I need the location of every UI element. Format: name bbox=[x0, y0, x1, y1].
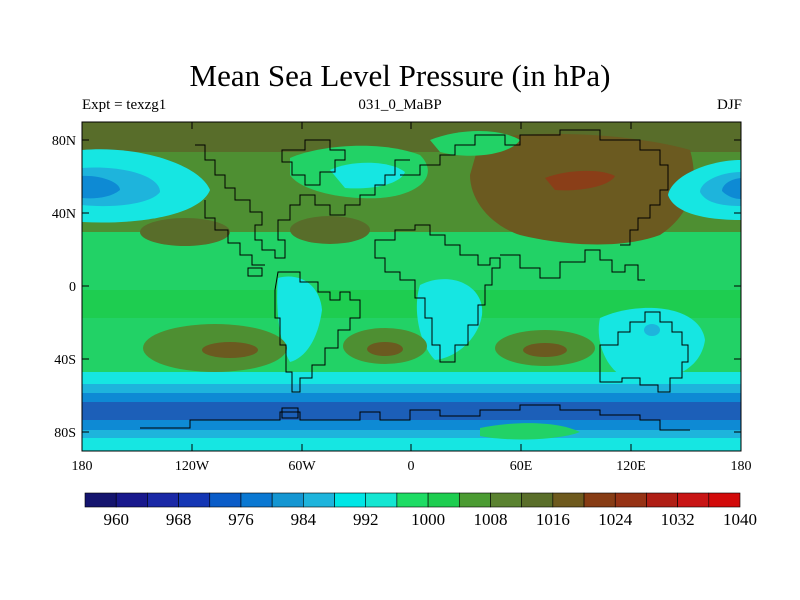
lon-label-0: 0 bbox=[408, 459, 415, 474]
europe-outline bbox=[400, 129, 669, 246]
lat-label-40s: 40S bbox=[54, 353, 76, 368]
colorbar-swatch bbox=[521, 492, 554, 508]
siberian-core bbox=[545, 170, 615, 191]
lon-label-60w: 60W bbox=[288, 459, 316, 474]
australia-low-core bbox=[644, 324, 660, 336]
colorbar-swatch bbox=[178, 492, 211, 508]
colorbar-swatch bbox=[115, 492, 148, 508]
colorbar-label: 1040 bbox=[723, 510, 757, 529]
island-outline-1 bbox=[281, 407, 299, 419]
indian-ocean-high-core bbox=[523, 343, 567, 357]
lon-label-180w: 180 bbox=[72, 459, 93, 474]
lon-label-120w: 120W bbox=[175, 459, 210, 474]
southern-ring-4 bbox=[82, 402, 741, 422]
colorbar-label: 976 bbox=[228, 510, 254, 529]
colorbar-swatch bbox=[147, 492, 179, 508]
arabia-india-outline bbox=[500, 249, 645, 281]
icelandic-low-core bbox=[330, 162, 405, 189]
lat-label-80n: 80N bbox=[52, 134, 76, 149]
colorbar-swatch bbox=[240, 492, 273, 508]
lat-ticks bbox=[82, 139, 741, 433]
colorbar-swatch bbox=[365, 492, 398, 508]
colorbar-swatch bbox=[614, 492, 647, 508]
south-america-outline bbox=[274, 271, 361, 393]
colorbar-swatch bbox=[490, 492, 522, 508]
southern-ring-3 bbox=[82, 393, 741, 403]
coastlines bbox=[140, 129, 690, 431]
island-outline-2 bbox=[247, 267, 263, 277]
north-pacific-high bbox=[140, 218, 230, 246]
colorbar-label: 1032 bbox=[661, 510, 695, 529]
south-atlantic-high-core bbox=[367, 342, 403, 356]
colorbar-swatch bbox=[552, 492, 585, 508]
colorbar-swatch bbox=[677, 492, 710, 508]
australia-outline bbox=[599, 311, 689, 393]
south-pacific-high-core bbox=[202, 342, 258, 358]
colorbar-swatch bbox=[84, 492, 117, 508]
lon-label-60e: 60E bbox=[510, 459, 533, 474]
colorbar-swatch bbox=[271, 492, 304, 508]
australia-low bbox=[598, 307, 705, 381]
season-label: DJF bbox=[716, 97, 742, 113]
lon-label-120e: 120E bbox=[616, 459, 646, 474]
lat-label-0: 0 bbox=[69, 280, 76, 295]
colorbar-label: 960 bbox=[103, 510, 129, 529]
colorbar-swatch bbox=[708, 492, 741, 508]
colorbar-swatch bbox=[646, 492, 678, 508]
colorbar-label: 984 bbox=[291, 510, 317, 529]
antarctica-outline bbox=[140, 404, 690, 431]
southern-ring-1 bbox=[82, 372, 741, 386]
aleutian-low-east-inner bbox=[700, 172, 741, 206]
experiment-label: Expt = texzg1 bbox=[82, 97, 167, 113]
colorbar-swatch bbox=[583, 492, 616, 508]
africa-outline bbox=[374, 224, 501, 363]
colorbar-label: 1016 bbox=[536, 510, 570, 529]
africa-low bbox=[416, 279, 483, 360]
colorbar-label: 1008 bbox=[473, 510, 507, 529]
colorbar-label: 992 bbox=[353, 510, 379, 529]
colorbar-swatch bbox=[209, 492, 242, 508]
map-title: Mean Sea Level Pressure (in hPa) bbox=[189, 58, 611, 93]
lat-label-40n: 40N bbox=[52, 207, 76, 222]
colorbar-label: 1024 bbox=[598, 510, 633, 529]
colorbar-label: 968 bbox=[166, 510, 192, 529]
southern-ring-2 bbox=[82, 384, 741, 394]
colorbar-swatch bbox=[334, 492, 367, 508]
southern-ring-5 bbox=[82, 420, 741, 432]
pressure-field bbox=[82, 122, 741, 451]
colorbar-swatch bbox=[396, 492, 429, 508]
colorbar: 960 968 976 984 992 1000 1008 1016 1024 1032 1040 bbox=[84, 492, 757, 529]
north-america-outline bbox=[195, 144, 410, 259]
period-label: 031_0_MaBP bbox=[358, 97, 442, 113]
south-america-low bbox=[277, 276, 322, 362]
aleutian-low-east-core bbox=[722, 178, 741, 199]
antarctic-high bbox=[480, 423, 580, 440]
colorbar-label: 1000 bbox=[411, 510, 445, 529]
southern-ring-6 bbox=[82, 430, 741, 440]
greenland-outline bbox=[281, 139, 346, 186]
central-america-outline bbox=[204, 200, 265, 266]
colorbar-swatch bbox=[427, 492, 460, 508]
colorbar-swatch bbox=[458, 492, 491, 508]
lat-label-80s: 80S bbox=[54, 426, 76, 441]
lon-ticks bbox=[81, 122, 742, 451]
colorbar-swatch bbox=[303, 492, 335, 508]
aleutian-low-west-core bbox=[82, 175, 120, 199]
lon-label-180e: 180 bbox=[731, 459, 752, 474]
north-atlantic-high bbox=[290, 216, 370, 244]
